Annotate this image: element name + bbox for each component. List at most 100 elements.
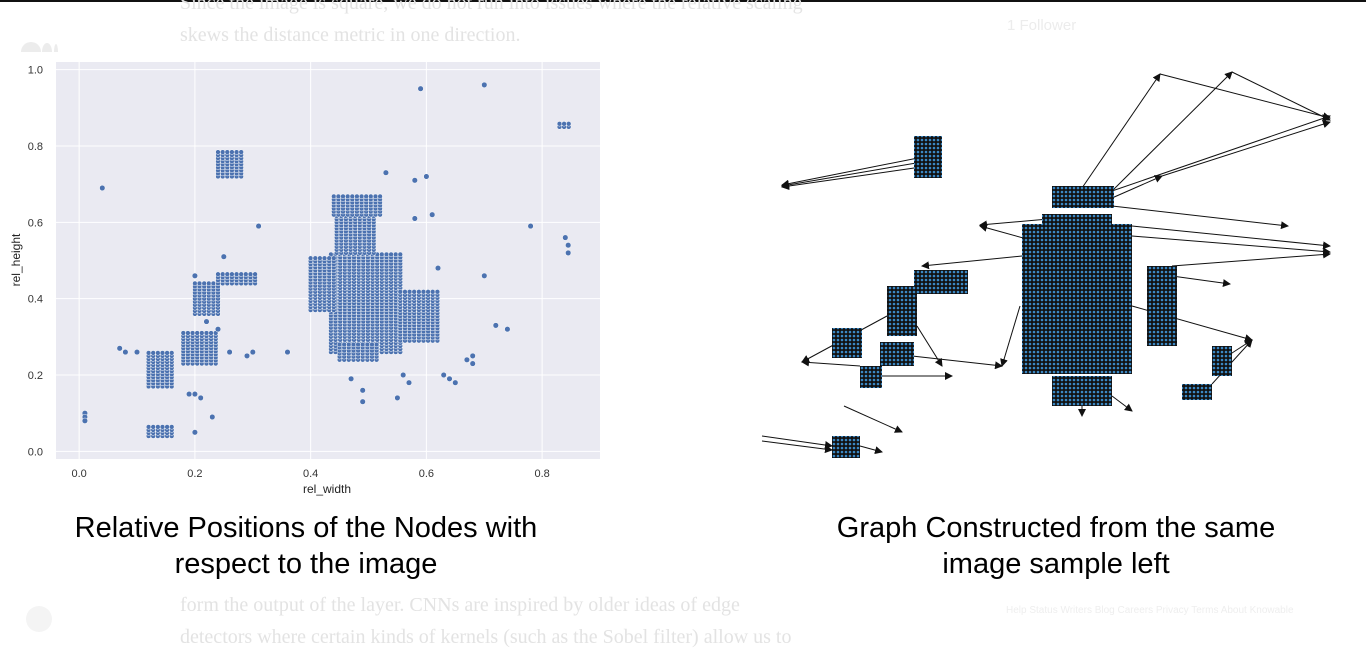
data-point — [360, 341, 366, 348]
data-point — [368, 193, 374, 200]
graph-edge — [781, 160, 929, 189]
graph-edge — [801, 358, 861, 367]
graph-edge — [1111, 114, 1331, 192]
graph-node-cluster — [887, 286, 917, 336]
graph-node-cluster — [832, 328, 862, 358]
graph-edge — [781, 165, 929, 190]
data-point — [355, 341, 361, 348]
data-point — [122, 349, 129, 356]
data-point — [233, 271, 240, 277]
graph-edge — [1000, 305, 1021, 367]
data-point — [229, 271, 235, 277]
data-point — [199, 330, 205, 336]
data-point — [81, 417, 88, 424]
caption-left: Relative Positions of the Nodes with res… — [74, 512, 538, 580]
data-point — [191, 429, 198, 436]
data-point — [99, 184, 106, 192]
graph-edge — [1131, 235, 1331, 256]
graph-edge — [761, 440, 833, 454]
data-point — [379, 251, 385, 258]
data-point — [440, 371, 447, 379]
graph-edge — [911, 355, 1003, 370]
data-point — [420, 289, 427, 295]
data-point — [335, 193, 342, 200]
graph-edge — [1159, 73, 1331, 121]
data-point — [150, 350, 156, 356]
point-cluster — [328, 251, 403, 355]
data-point — [388, 251, 394, 258]
graph-edge — [1171, 250, 1331, 267]
data-point — [364, 341, 371, 348]
data-point — [214, 326, 222, 333]
avatar[interactable] — [26, 606, 52, 632]
data-point — [169, 350, 175, 356]
caption-right: Graph Constructed from the same image sa… — [836, 512, 1276, 580]
graph-visualization — [761, 71, 1331, 458]
data-point — [145, 424, 152, 430]
data-point — [340, 193, 346, 200]
data-point — [358, 193, 365, 200]
data-point — [434, 289, 441, 295]
data-point — [565, 242, 572, 249]
data-point — [349, 193, 355, 200]
data-point — [159, 424, 166, 430]
graph-node-cluster — [914, 136, 942, 178]
data-point — [220, 271, 226, 277]
data-point — [164, 424, 170, 430]
data-point — [238, 271, 244, 277]
data-point — [321, 255, 328, 261]
point-cluster — [336, 341, 380, 363]
graph-node-cluster — [1182, 384, 1212, 400]
scatter-plot: 0.0 0.2 0.4 0.6 0.8 0.0 0.2 0.4 0.6 0.8 1.0 rel_wi… — [9, 62, 600, 496]
data-point — [350, 341, 357, 348]
data-point — [369, 341, 375, 348]
data-point — [492, 322, 499, 329]
data-point — [191, 391, 198, 398]
data-point — [220, 253, 227, 260]
data-point — [116, 345, 123, 352]
point-cluster — [145, 350, 175, 390]
graph-node-cluster — [880, 342, 914, 366]
data-point — [411, 289, 417, 295]
data-point — [224, 149, 230, 155]
point-cluster — [556, 121, 572, 130]
data-point — [215, 271, 221, 277]
data-point — [397, 251, 403, 258]
point-cluster — [180, 330, 219, 367]
data-point — [243, 352, 251, 359]
data-point — [229, 149, 235, 155]
data-point — [215, 149, 221, 155]
data-point — [189, 330, 196, 336]
data-point — [180, 330, 186, 336]
data-point — [194, 330, 200, 336]
data-point — [446, 375, 453, 382]
data-point — [201, 280, 207, 287]
data-point — [208, 330, 214, 336]
data-point — [406, 289, 413, 295]
data-point — [434, 265, 442, 272]
graph-edge — [1131, 225, 1331, 250]
footer-links[interactable]: Help Status Writers Blog Careers Privacy… — [1006, 605, 1294, 616]
data-point — [312, 255, 318, 261]
data-point — [411, 215, 418, 222]
data-point — [383, 251, 390, 258]
data-point — [206, 280, 212, 287]
graph-edge — [1111, 175, 1163, 199]
follower-count[interactable]: 1 Follower — [1007, 17, 1077, 34]
data-point — [363, 193, 369, 200]
data-point — [481, 272, 488, 279]
article-figure: 0.0 0.2 0.4 0.6 0.8 0.0 0.2 0.4 0.6 0.8 1.0 rel_wi… — [0, 52, 1366, 587]
data-point — [393, 251, 399, 258]
y-tick-label: 0.2 — [28, 370, 43, 382]
data-point — [252, 271, 258, 277]
graph-node-cluster — [1052, 376, 1112, 406]
y-tick-label: 1.0 — [28, 65, 43, 77]
x-axis-label: rel_width — [303, 482, 351, 496]
data-point — [423, 173, 430, 180]
data-point — [336, 341, 343, 348]
graph-edge — [1161, 120, 1331, 177]
data-point — [405, 379, 413, 386]
data-point — [226, 349, 233, 356]
data-point — [331, 255, 337, 261]
y-tick-label: 0.0 — [28, 446, 43, 458]
